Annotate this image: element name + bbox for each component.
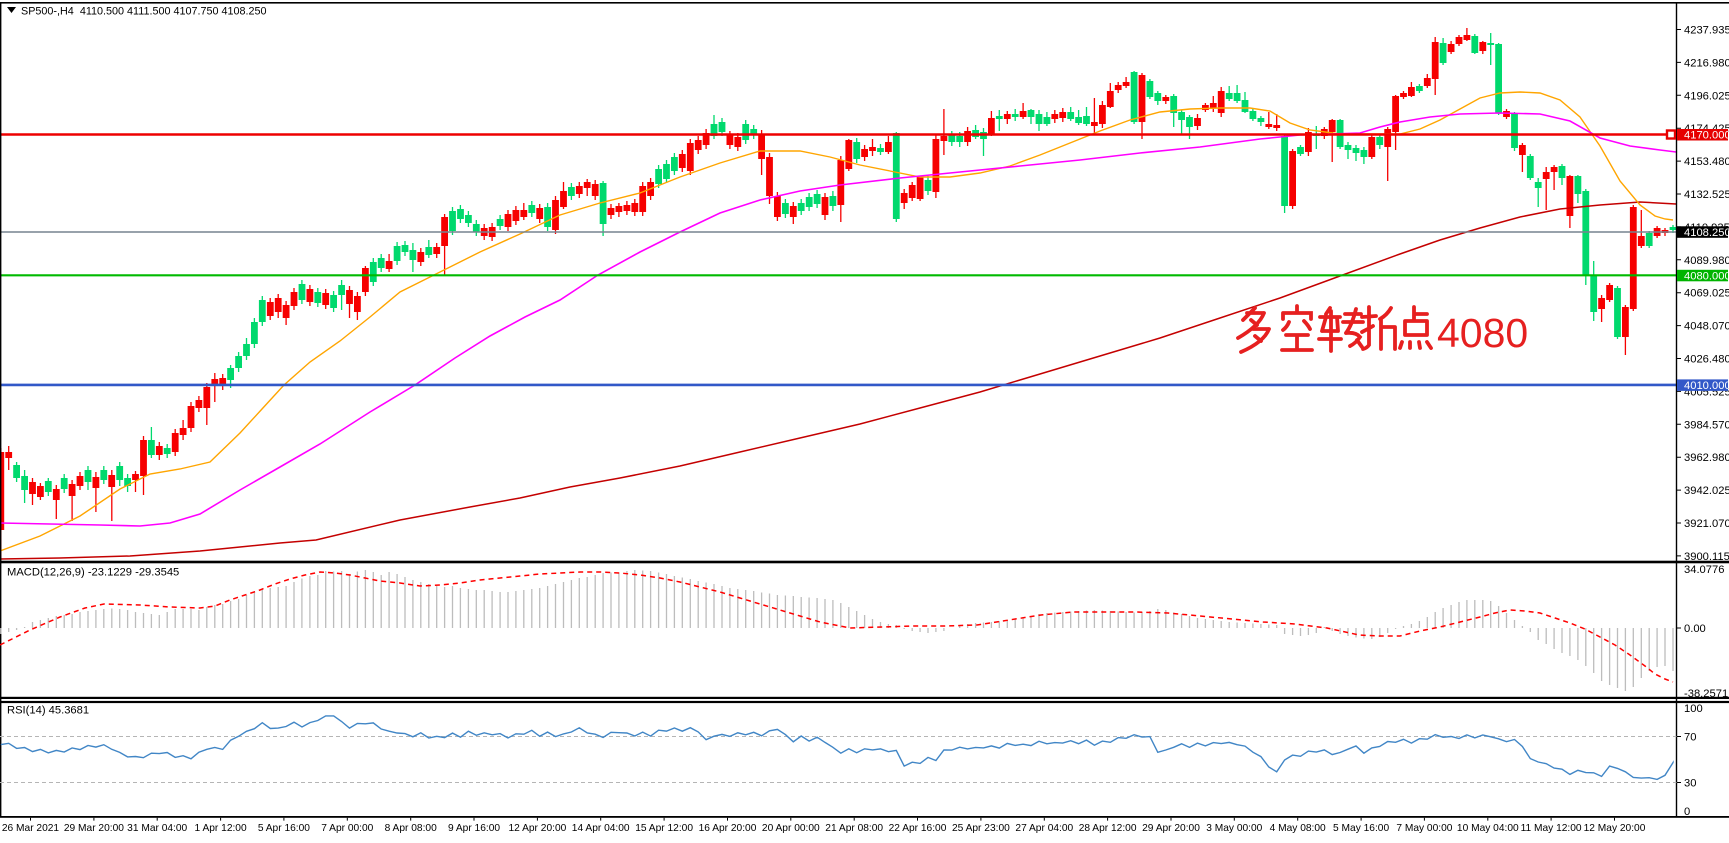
svg-text:4080.000: 4080.000 [1684, 270, 1729, 282]
svg-text:5 Apr 16:00: 5 Apr 16:00 [258, 823, 310, 834]
svg-text:4026.480: 4026.480 [1684, 354, 1729, 366]
svg-text:12 May 20:00: 12 May 20:00 [1584, 823, 1646, 834]
svg-text:4153.480: 4153.480 [1684, 156, 1729, 168]
svg-text:4170.000: 4170.000 [1684, 130, 1729, 142]
svg-text:9 Apr 16:00: 9 Apr 16:00 [448, 823, 500, 834]
svg-text:4080: 4080 [1437, 310, 1528, 356]
svg-text:12 Apr 20:00: 12 Apr 20:00 [509, 823, 567, 834]
svg-text:0: 0 [1684, 806, 1690, 818]
svg-text:34.0776: 34.0776 [1684, 564, 1724, 576]
svg-text:26 Mar 2021: 26 Mar 2021 [2, 823, 60, 834]
svg-text:11 May 12:00: 11 May 12:00 [1521, 823, 1582, 834]
svg-text:8 Apr 08:00: 8 Apr 08:00 [385, 823, 437, 834]
svg-text:3984.570: 3984.570 [1684, 419, 1729, 431]
svg-text:4 May 08:00: 4 May 08:00 [1270, 823, 1326, 834]
svg-text:7 Apr 00:00: 7 Apr 00:00 [321, 823, 373, 834]
svg-text:70: 70 [1684, 732, 1696, 744]
svg-text:-38.2571: -38.2571 [1684, 688, 1728, 700]
svg-text:4108.250: 4108.250 [1684, 227, 1729, 239]
svg-text:25 Apr 23:00: 25 Apr 23:00 [952, 823, 1010, 834]
svg-text:SP500-,H4 4110.500 4111.500 4: SP500-,H4 4110.500 4111.500 4107.750 410… [21, 6, 267, 18]
svg-text:4069.025: 4069.025 [1684, 288, 1729, 300]
svg-text:4196.025: 4196.025 [1684, 90, 1729, 102]
svg-text:4048.070: 4048.070 [1684, 321, 1729, 333]
svg-text:15 Apr 12:00: 15 Apr 12:00 [635, 823, 693, 834]
svg-text:3921.070: 3921.070 [1684, 518, 1729, 530]
svg-text:3900.115: 3900.115 [1684, 551, 1729, 563]
svg-text:7 May 00:00: 7 May 00:00 [1396, 823, 1452, 834]
svg-text:14 Apr 04:00: 14 Apr 04:00 [572, 823, 630, 834]
svg-text:22 Apr 16:00: 22 Apr 16:00 [889, 823, 947, 834]
svg-text:3942.025: 3942.025 [1684, 485, 1729, 497]
svg-text:100: 100 [1684, 703, 1703, 715]
svg-text:31 Mar 04:00: 31 Mar 04:00 [127, 823, 187, 834]
svg-text:29 Apr 20:00: 29 Apr 20:00 [1142, 823, 1200, 834]
svg-text:3962.980: 3962.980 [1684, 452, 1729, 464]
svg-text:28 Apr 12:00: 28 Apr 12:00 [1079, 823, 1137, 834]
svg-text:4237.935: 4237.935 [1684, 25, 1729, 37]
svg-text:5 May 16:00: 5 May 16:00 [1333, 823, 1389, 834]
svg-text:27 Apr 04:00: 27 Apr 04:00 [1015, 823, 1073, 834]
svg-text:4010.000: 4010.000 [1684, 380, 1729, 392]
svg-text:4216.980: 4216.980 [1684, 57, 1729, 69]
svg-text:RSI(14) 45.3681: RSI(14) 45.3681 [7, 705, 89, 717]
svg-text:29 Mar 20:00: 29 Mar 20:00 [64, 823, 124, 834]
svg-text:10 May 04:00: 10 May 04:00 [1457, 823, 1519, 834]
svg-text:4089.980: 4089.980 [1684, 255, 1729, 267]
svg-text:0.00: 0.00 [1684, 623, 1706, 635]
svg-text:16 Apr 20:00: 16 Apr 20:00 [699, 823, 757, 834]
svg-text:20 Apr 00:00: 20 Apr 00:00 [762, 823, 820, 834]
svg-text:30: 30 [1684, 778, 1696, 790]
svg-text:21 Apr 08:00: 21 Apr 08:00 [825, 823, 883, 834]
svg-text:MACD(12,26,9) -23.1229 -29.354: MACD(12,26,9) -23.1229 -29.3545 [7, 567, 179, 579]
svg-text:4132.525: 4132.525 [1684, 189, 1729, 201]
svg-text:3 May 00:00: 3 May 00:00 [1206, 823, 1262, 834]
svg-text:1 Apr 12:00: 1 Apr 12:00 [195, 823, 247, 834]
